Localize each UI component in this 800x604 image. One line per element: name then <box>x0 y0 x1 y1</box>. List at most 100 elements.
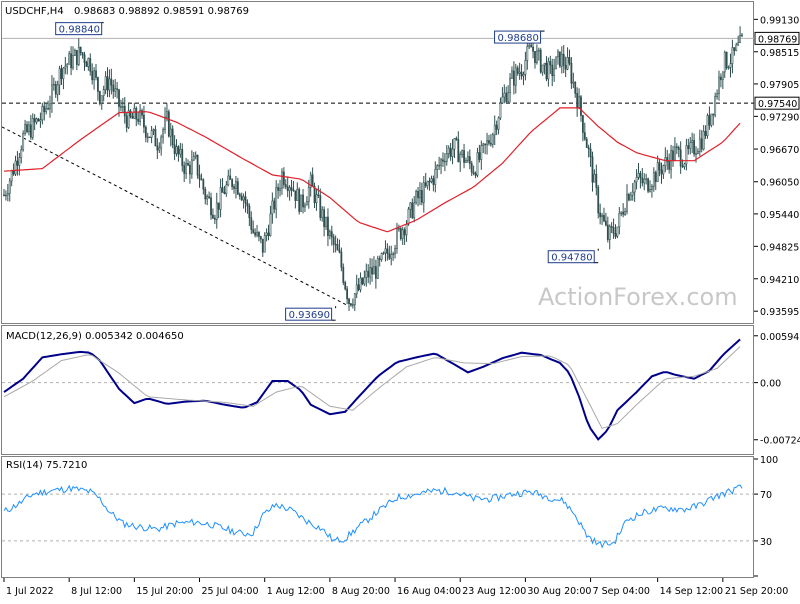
candle-body <box>252 229 255 233</box>
candle-body <box>670 150 672 170</box>
candle-body <box>405 224 408 236</box>
candle-body <box>683 163 686 168</box>
candle-body <box>273 200 276 210</box>
time-tick-label: 1 Jul 2022 <box>6 586 54 597</box>
candle-body <box>725 51 728 68</box>
candle-body <box>102 89 105 97</box>
price-level-lines <box>2 37 754 104</box>
candle-body <box>438 164 441 167</box>
candle-body <box>447 147 450 155</box>
candle-body <box>254 232 257 236</box>
candle-body <box>286 186 289 191</box>
candle-body <box>363 277 366 285</box>
candle-body <box>635 176 638 183</box>
candle-body <box>721 71 724 81</box>
candle-body <box>693 140 695 155</box>
candle-body <box>98 91 101 104</box>
candle-body <box>436 165 439 170</box>
candle-body <box>58 68 61 86</box>
candle-body <box>419 190 421 199</box>
candle-body <box>664 157 667 167</box>
candle-body <box>601 215 603 218</box>
candle-body <box>60 68 63 80</box>
candle-body <box>652 172 655 187</box>
candle-body <box>242 196 245 201</box>
candle-body <box>442 159 444 162</box>
candle-body <box>422 182 425 203</box>
candle-body <box>313 185 316 204</box>
candle-body <box>123 106 126 117</box>
candle-body <box>194 154 197 157</box>
candle-body <box>49 103 51 110</box>
candle-body <box>271 200 274 215</box>
candle-body <box>698 138 701 152</box>
moving-average <box>3 107 741 233</box>
time-tick-label: 7 Sep 04:00 <box>593 586 650 597</box>
symbol-label: USDCHF,H4 <box>5 6 64 17</box>
candle-body <box>583 132 586 140</box>
candle-body <box>3 194 5 197</box>
candle-body <box>493 124 496 136</box>
candle-body <box>269 213 272 237</box>
candle-body <box>146 136 149 139</box>
candle-body <box>39 119 42 122</box>
candle-body <box>181 149 184 167</box>
candle-body <box>156 145 159 151</box>
candle-body <box>675 146 678 149</box>
candle-body <box>135 107 138 120</box>
candle-body <box>520 71 523 77</box>
candle-body <box>177 146 180 155</box>
candle-body <box>87 58 90 67</box>
time-tick-label: 15 Jul 20:00 <box>136 586 193 597</box>
price-tick-label: 0.96050 <box>760 178 799 189</box>
time-tick-label: 8 Jul 12:00 <box>71 586 122 597</box>
candle-body <box>522 74 525 77</box>
candle-body <box>637 172 640 178</box>
candle-body <box>658 162 661 171</box>
candle-body <box>238 193 241 197</box>
candle-body <box>118 89 120 107</box>
candle-body <box>189 164 191 175</box>
candle-body <box>576 93 579 109</box>
candle-body <box>587 147 590 150</box>
candle-body <box>409 202 412 210</box>
candle-body <box>440 159 442 166</box>
candle-body <box>219 187 222 210</box>
candle-body <box>489 142 492 145</box>
candle-body <box>616 226 619 237</box>
candle-body <box>158 147 161 151</box>
candle-body <box>599 212 602 218</box>
candle-body <box>603 215 605 222</box>
candle-body <box>365 270 368 278</box>
candle-body <box>127 110 130 128</box>
candle-body <box>534 51 536 63</box>
candle-body <box>91 71 94 81</box>
candle-body <box>495 124 498 130</box>
candle-body <box>388 253 391 259</box>
candle-body <box>206 196 209 200</box>
price-tick-label: 0.94210 <box>760 275 799 286</box>
candle-body <box>449 147 452 157</box>
candle-body <box>549 61 552 66</box>
candle-body <box>160 136 163 149</box>
candle-body <box>645 178 648 180</box>
candle-body <box>741 34 743 37</box>
candle-body <box>649 189 651 192</box>
price-label-box <box>547 250 595 264</box>
candle-body <box>476 152 479 176</box>
time-axis: 1 Jul 2022 8 Jul 12:00 15 Jul 20:00 25 Jul … <box>3 578 788 597</box>
candle-body <box>572 81 575 84</box>
candle-body <box>56 84 59 95</box>
candle-body <box>125 115 128 128</box>
candle-body <box>330 231 333 238</box>
candle-body <box>589 148 592 158</box>
candle-body <box>614 233 617 237</box>
candle-body <box>716 93 718 97</box>
candle-body <box>451 148 454 157</box>
candle-body <box>353 293 356 306</box>
time-tick-label: 14 Sep 12:00 <box>660 586 723 597</box>
candle-body <box>578 96 580 109</box>
price-label-text: 0.94780 <box>551 253 592 264</box>
candle-body <box>282 171 285 185</box>
candle-body <box>133 107 136 119</box>
